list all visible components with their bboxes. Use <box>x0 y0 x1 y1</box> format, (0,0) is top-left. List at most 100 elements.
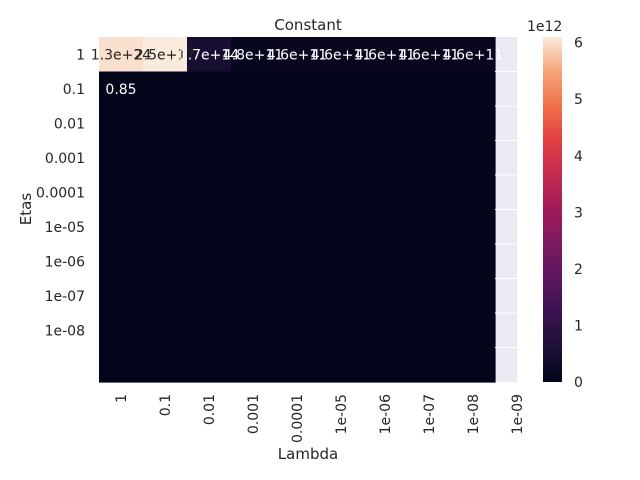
heatmap-cell <box>187 37 232 73</box>
cell-annotation: 1.3e+24 <box>91 47 152 63</box>
heatmap-cell <box>275 175 320 211</box>
heatmap-cell <box>275 140 320 176</box>
heatmap-cell <box>187 175 232 211</box>
heatmap-cell <box>451 313 496 349</box>
x-tick-label: 1 <box>114 394 130 403</box>
heatmap-cell <box>319 71 364 107</box>
heatmap-cell <box>99 347 144 383</box>
cell-annotation: 4.6e+11 <box>355 47 415 63</box>
heatmap-cell <box>407 313 452 349</box>
heatmap-cell <box>99 140 144 176</box>
colorbar-tick-label: 5 <box>574 92 583 108</box>
heatmap-cell <box>187 106 232 142</box>
heatmap-cell <box>187 140 232 176</box>
heatmap-cell <box>451 175 496 211</box>
cell-annotation: 2.5e+17 <box>135 47 195 63</box>
heatmap-cell <box>99 175 144 211</box>
colorbar-tick-label: 1 <box>574 318 583 334</box>
heatmap-cell <box>451 37 496 73</box>
heatmap-cell <box>319 37 364 73</box>
heatmap-cell <box>99 278 144 314</box>
x-tick-label: 1e-09 <box>510 394 526 434</box>
y-tick-labels: 1 0.1 0.01 0.001 0.0001 1e-05 1e-06 1e-07 1e-08 <box>36 47 85 339</box>
heatmap-cell <box>319 140 364 176</box>
heatmap-cell <box>143 209 188 245</box>
heatmap-cell <box>187 71 232 107</box>
colorbar-offset-label: 1e12 <box>527 19 562 35</box>
y-tick-label: 1 <box>76 47 85 63</box>
heatmap-cell <box>231 347 276 383</box>
y-tick-label: 0.1 <box>63 82 85 98</box>
colorbar <box>543 37 562 382</box>
y-tick-label: 0.001 <box>45 151 85 167</box>
heatmap-cell <box>363 71 408 107</box>
heatmap-cell <box>363 278 408 314</box>
y-tick-label: 0.0001 <box>36 185 85 201</box>
colorbar-tick-label: 2 <box>574 262 583 278</box>
x-tick-label: 1e-05 <box>334 394 350 434</box>
heatmap-cell <box>451 278 496 314</box>
x-tick-label: 0.001 <box>246 394 262 434</box>
x-tick-label: 1e-08 <box>466 394 482 434</box>
cell-annotation: 4.6e+11 <box>267 47 327 63</box>
colorbar-tick-label: 0 <box>574 375 583 391</box>
x-tick-label: 1e-07 <box>422 394 438 434</box>
heatmap-cell <box>99 209 144 245</box>
heatmap-cell <box>451 106 496 142</box>
heatmap-cell <box>275 71 320 107</box>
x-tick-labels: 1 0.1 0.01 0.001 0.0001 1e-05 1e-06 1e-07 1e-08 1… <box>114 394 526 443</box>
heatmap-cell <box>231 209 276 245</box>
heatmap-cell <box>231 106 276 142</box>
heatmap-cell <box>407 140 452 176</box>
heatmap-cell <box>451 244 496 280</box>
heatmap-cell <box>363 347 408 383</box>
colorbar-tick-label: 6 <box>574 36 583 52</box>
cell-annotation: 0.85 <box>105 82 136 98</box>
heatmap-cell <box>319 244 364 280</box>
colorbar-tick-label: 4 <box>574 149 583 165</box>
cell-annotation: 4.6e+11 <box>399 47 459 63</box>
heatmap-cell <box>143 106 188 142</box>
heatmap-cell <box>363 140 408 176</box>
heatmap-cell <box>143 347 188 383</box>
heatmap-cell <box>187 278 232 314</box>
heatmap-cell <box>143 278 188 314</box>
y-tick-label: 0.01 <box>54 116 85 132</box>
heatmap-cell <box>187 313 232 349</box>
heatmap-cell <box>187 347 232 383</box>
colorbar-ticks: 0 1 2 3 4 5 6 <box>574 36 583 391</box>
heatmap-cell <box>363 313 408 349</box>
colorbar-tick-label: 3 <box>574 205 583 221</box>
cell-annotation: 4.6e+11 <box>311 47 371 63</box>
y-axis-label: Etas <box>17 193 35 226</box>
heatmap-cell <box>99 106 144 142</box>
heatmap-cell <box>319 106 364 142</box>
heatmap-cell <box>231 313 276 349</box>
heatmap-cell <box>407 71 452 107</box>
heatmap-cell <box>275 347 320 383</box>
heatmap-cell <box>143 37 188 73</box>
heatmap-cell <box>275 209 320 245</box>
heatmap-cell <box>231 244 276 280</box>
heatmap-cell <box>275 244 320 280</box>
heatmap-cell <box>231 175 276 211</box>
heatmap-cell <box>451 140 496 176</box>
cell-annotation: 4.8e+11 <box>223 47 283 63</box>
heatmap-cell <box>99 313 144 349</box>
heatmap-cell <box>231 140 276 176</box>
heatmap-cell <box>363 244 408 280</box>
heatmap-cell <box>363 37 408 73</box>
chart-title: Constant <box>274 16 342 34</box>
heatmap-cell <box>451 347 496 383</box>
x-tick-label: 0.01 <box>202 394 218 425</box>
cell-annotation: 1.7e+14 <box>179 47 240 63</box>
heatmap-cell <box>275 37 320 73</box>
heatmap-cell <box>231 37 276 73</box>
heatmap-cell <box>407 175 452 211</box>
y-tick-label: 1e-07 <box>45 289 85 305</box>
heatmap-cell <box>99 244 144 280</box>
heatmap-cell <box>143 313 188 349</box>
heatmap-cell <box>407 106 452 142</box>
heatmap-cell <box>275 313 320 349</box>
